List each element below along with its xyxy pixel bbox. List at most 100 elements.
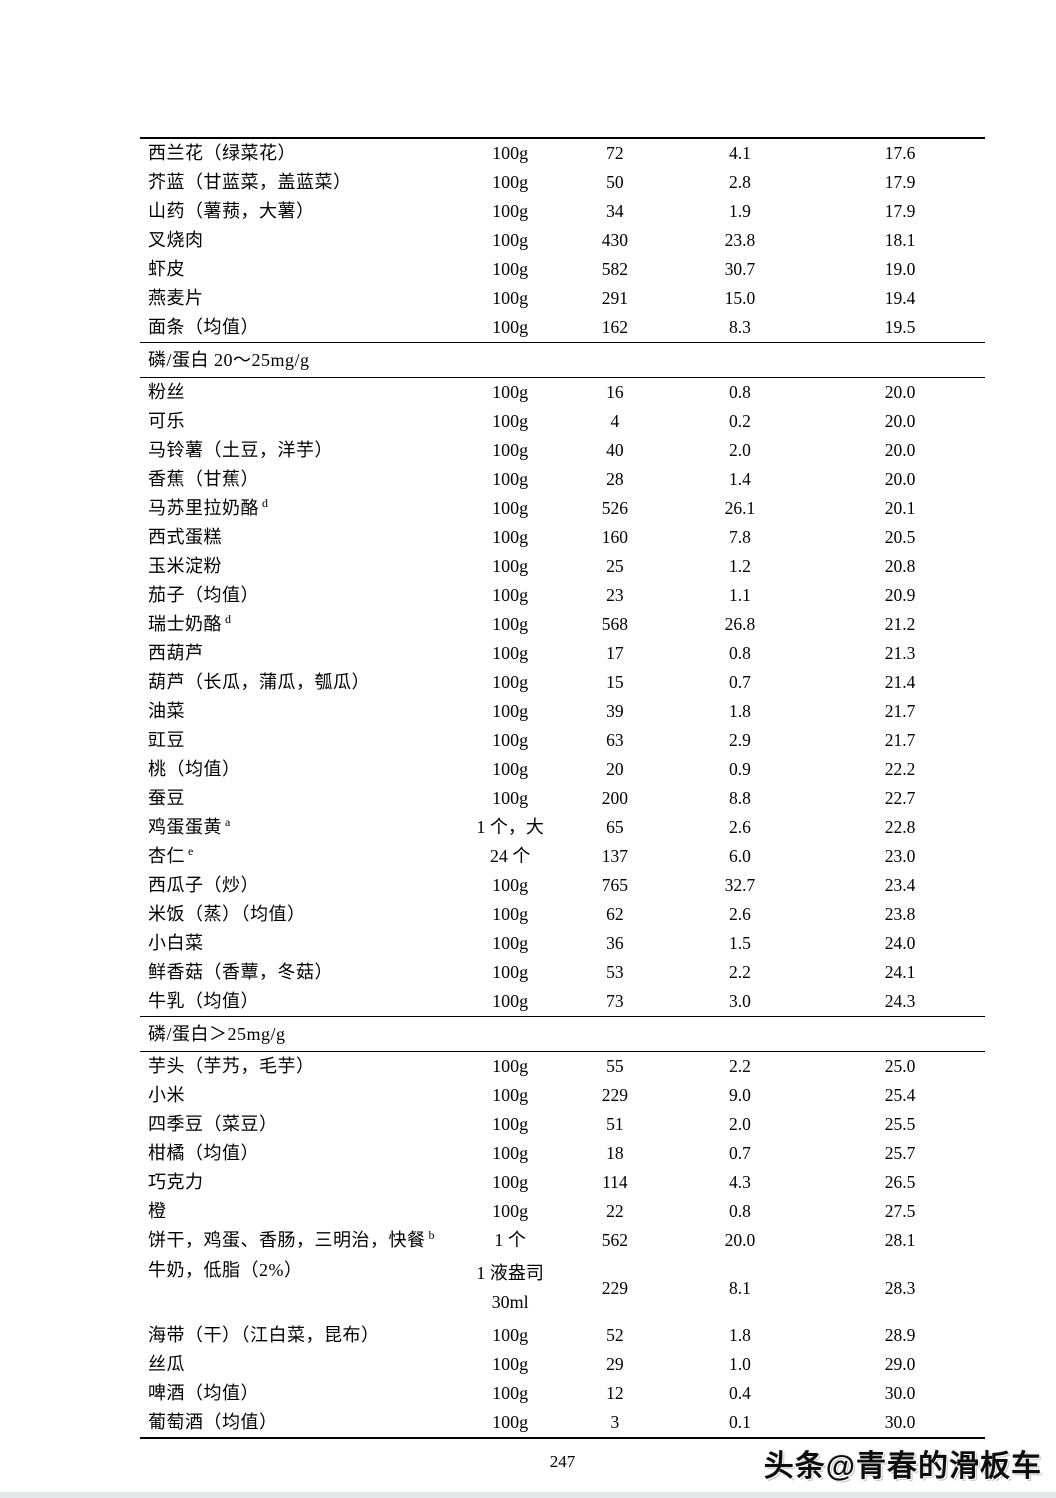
amount-cell: 100g [492, 201, 529, 222]
food-name-cell: 杏仁 e [148, 844, 194, 867]
food-name-cell: 小白菜 [148, 933, 204, 954]
value-cell-2: 1.9 [728, 201, 751, 222]
food-name-cell: 芥蓝（甘蓝菜，盖蓝菜） [148, 172, 352, 193]
food-name-cell: 葡萄酒（均值） [148, 1412, 278, 1433]
amount-cell: 100g [492, 672, 529, 693]
value-cell-2: 26.1 [724, 498, 756, 519]
value-cell-3: 21.7 [884, 701, 916, 722]
value-cell-3: 28.3 [884, 1277, 916, 1298]
food-phosphorus-table: 西兰花（绿菜花） 100g 72 4.1 17.6 芥蓝（甘蓝菜，盖蓝菜） 100g 50 2.… [140, 137, 985, 1439]
food-name-cell: 燕麦片 [148, 288, 204, 309]
table-row: 面条（均值） 100g 162 8.3 19.5 [140, 313, 985, 343]
value-cell-2: 2.8 [728, 172, 751, 193]
table-row: 芥蓝（甘蓝菜，盖蓝菜） 100g 50 2.8 17.9 [140, 168, 985, 197]
bottom-edge-bar [0, 1492, 1056, 1498]
value-cell-1: 34 [606, 201, 624, 222]
value-cell-2: 0.7 [728, 672, 751, 693]
food-name-cell: 鲜香菇（香蕈，冬菇） [148, 962, 333, 983]
food-name-cell: 叉烧肉 [148, 230, 204, 251]
value-cell-2: 8.8 [728, 788, 751, 809]
value-cell-3: 20.9 [884, 585, 916, 606]
value-cell-2: 15.0 [724, 288, 756, 309]
value-cell-3: 25.7 [884, 1143, 916, 1164]
value-cell-1: 28 [606, 469, 624, 490]
table-row: 香蕉（甘蕉） 100g 28 1.4 20.0 [140, 465, 985, 494]
value-cell-2: 1.2 [728, 556, 751, 577]
page-number: 247 [549, 1452, 576, 1471]
value-cell-1: 291 [601, 288, 628, 309]
value-cell-1: 3 [610, 1412, 620, 1433]
value-cell-1: 582 [601, 259, 628, 280]
value-cell-2: 20.0 [724, 1230, 756, 1251]
value-cell-1: 63 [606, 730, 624, 751]
value-cell-2: 30.7 [724, 259, 756, 280]
food-name-cell: 巧克力 [148, 1172, 204, 1193]
value-cell-3: 18.1 [884, 230, 916, 251]
amount-cell: 100g [492, 701, 529, 722]
section-header-label: 磷/蛋白 20～25mg/g [140, 342, 985, 378]
table-row: 牛乳（均值） 100g 73 3.0 24.3 [140, 987, 985, 1017]
table-row: 牛奶，低脂（2%） 1 液盎司 30ml 229 8.1 28.3 [140, 1255, 985, 1321]
amount-cell: 100g [492, 991, 529, 1012]
section-header-label: 磷/蛋白＞25mg/g [140, 1016, 985, 1052]
footnote-marker: b [428, 1228, 435, 1243]
food-name-cell: 啤酒（均值） [148, 1383, 259, 1404]
amount-line-1: 1 液盎司 [476, 1263, 544, 1283]
amount-cell: 100g [492, 1354, 529, 1375]
amount-cell: 1 液盎司 30ml [455, 1255, 565, 1321]
value-cell-1: 430 [601, 230, 628, 251]
value-cell-3: 30.0 [884, 1412, 916, 1433]
value-cell-3: 29.0 [884, 1354, 916, 1375]
food-name-cell: 桃（均值） [148, 759, 241, 780]
table-row: 马铃薯（土豆，洋芋） 100g 40 2.0 20.0 [140, 436, 985, 465]
table-row: 西兰花（绿菜花） 100g 72 4.1 17.6 [140, 138, 985, 168]
value-cell-2: 2.2 [728, 1056, 751, 1077]
table-row: 啤酒（均值） 100g 12 0.4 30.0 [140, 1379, 985, 1408]
value-cell-3: 17.9 [884, 172, 916, 193]
value-cell-2: 0.1 [728, 1412, 751, 1433]
amount-cell: 100g [492, 317, 529, 338]
value-cell-1: 39 [606, 701, 624, 722]
table-row: 丝瓜 100g 29 1.0 29.0 [140, 1350, 985, 1379]
value-cell-2: 0.8 [728, 382, 751, 403]
food-name-cell: 香蕉（甘蕉） [148, 469, 259, 490]
food-name-cell: 虾皮 [148, 259, 185, 280]
value-cell-1: 22 [606, 1201, 624, 1222]
value-cell-3: 28.1 [884, 1230, 916, 1251]
value-cell-2: 1.8 [728, 1325, 751, 1346]
food-name-cell: 柑橘（均值） [148, 1143, 259, 1164]
value-cell-1: 50 [606, 172, 624, 193]
value-cell-1: 562 [601, 1230, 628, 1251]
value-cell-1: 200 [601, 788, 628, 809]
value-cell-2: 1.8 [728, 701, 751, 722]
value-cell-2: 1.5 [728, 933, 751, 954]
value-cell-2: 2.0 [728, 440, 751, 461]
section-header-row: 磷/蛋白 20～25mg/g [140, 342, 985, 378]
watermark-text: 头条@青春的滑板车 [763, 1450, 1042, 1483]
value-cell-1: 62 [606, 904, 624, 925]
value-cell-3: 20.8 [884, 556, 916, 577]
table-row: 小白菜 100g 36 1.5 24.0 [140, 929, 985, 958]
value-cell-2: 2.2 [728, 962, 751, 983]
value-cell-3: 19.0 [884, 259, 916, 280]
value-cell-3: 24.3 [884, 991, 916, 1012]
value-cell-1: 23 [606, 585, 624, 606]
table-row: 小米 100g 229 9.0 25.4 [140, 1081, 985, 1110]
table-row: 柑橘（均值） 100g 18 0.7 25.7 [140, 1139, 985, 1168]
table-row: 橙 100g 22 0.8 27.5 [140, 1197, 985, 1226]
amount-cell: 100g [492, 498, 529, 519]
value-cell-3: 30.0 [884, 1383, 916, 1404]
food-name-cell: 海带（干）（江白菜，昆布） [148, 1325, 380, 1346]
amount-cell: 100g [492, 1412, 529, 1433]
value-cell-3: 21.2 [884, 614, 916, 635]
amount-cell: 100g [492, 1114, 529, 1135]
value-cell-2: 8.3 [728, 317, 751, 338]
food-name-cell: 牛乳（均值） [148, 991, 259, 1012]
value-cell-1: 114 [602, 1172, 628, 1193]
food-name-cell: 茄子（均值） [148, 585, 259, 606]
value-cell-3: 23.8 [884, 904, 916, 925]
food-name-cell: 小米 [148, 1085, 185, 1106]
value-cell-1: 53 [606, 962, 624, 983]
amount-cell: 100g [492, 904, 529, 925]
table-row: 米饭（蒸）（均值） 100g 62 2.6 23.8 [140, 900, 985, 929]
